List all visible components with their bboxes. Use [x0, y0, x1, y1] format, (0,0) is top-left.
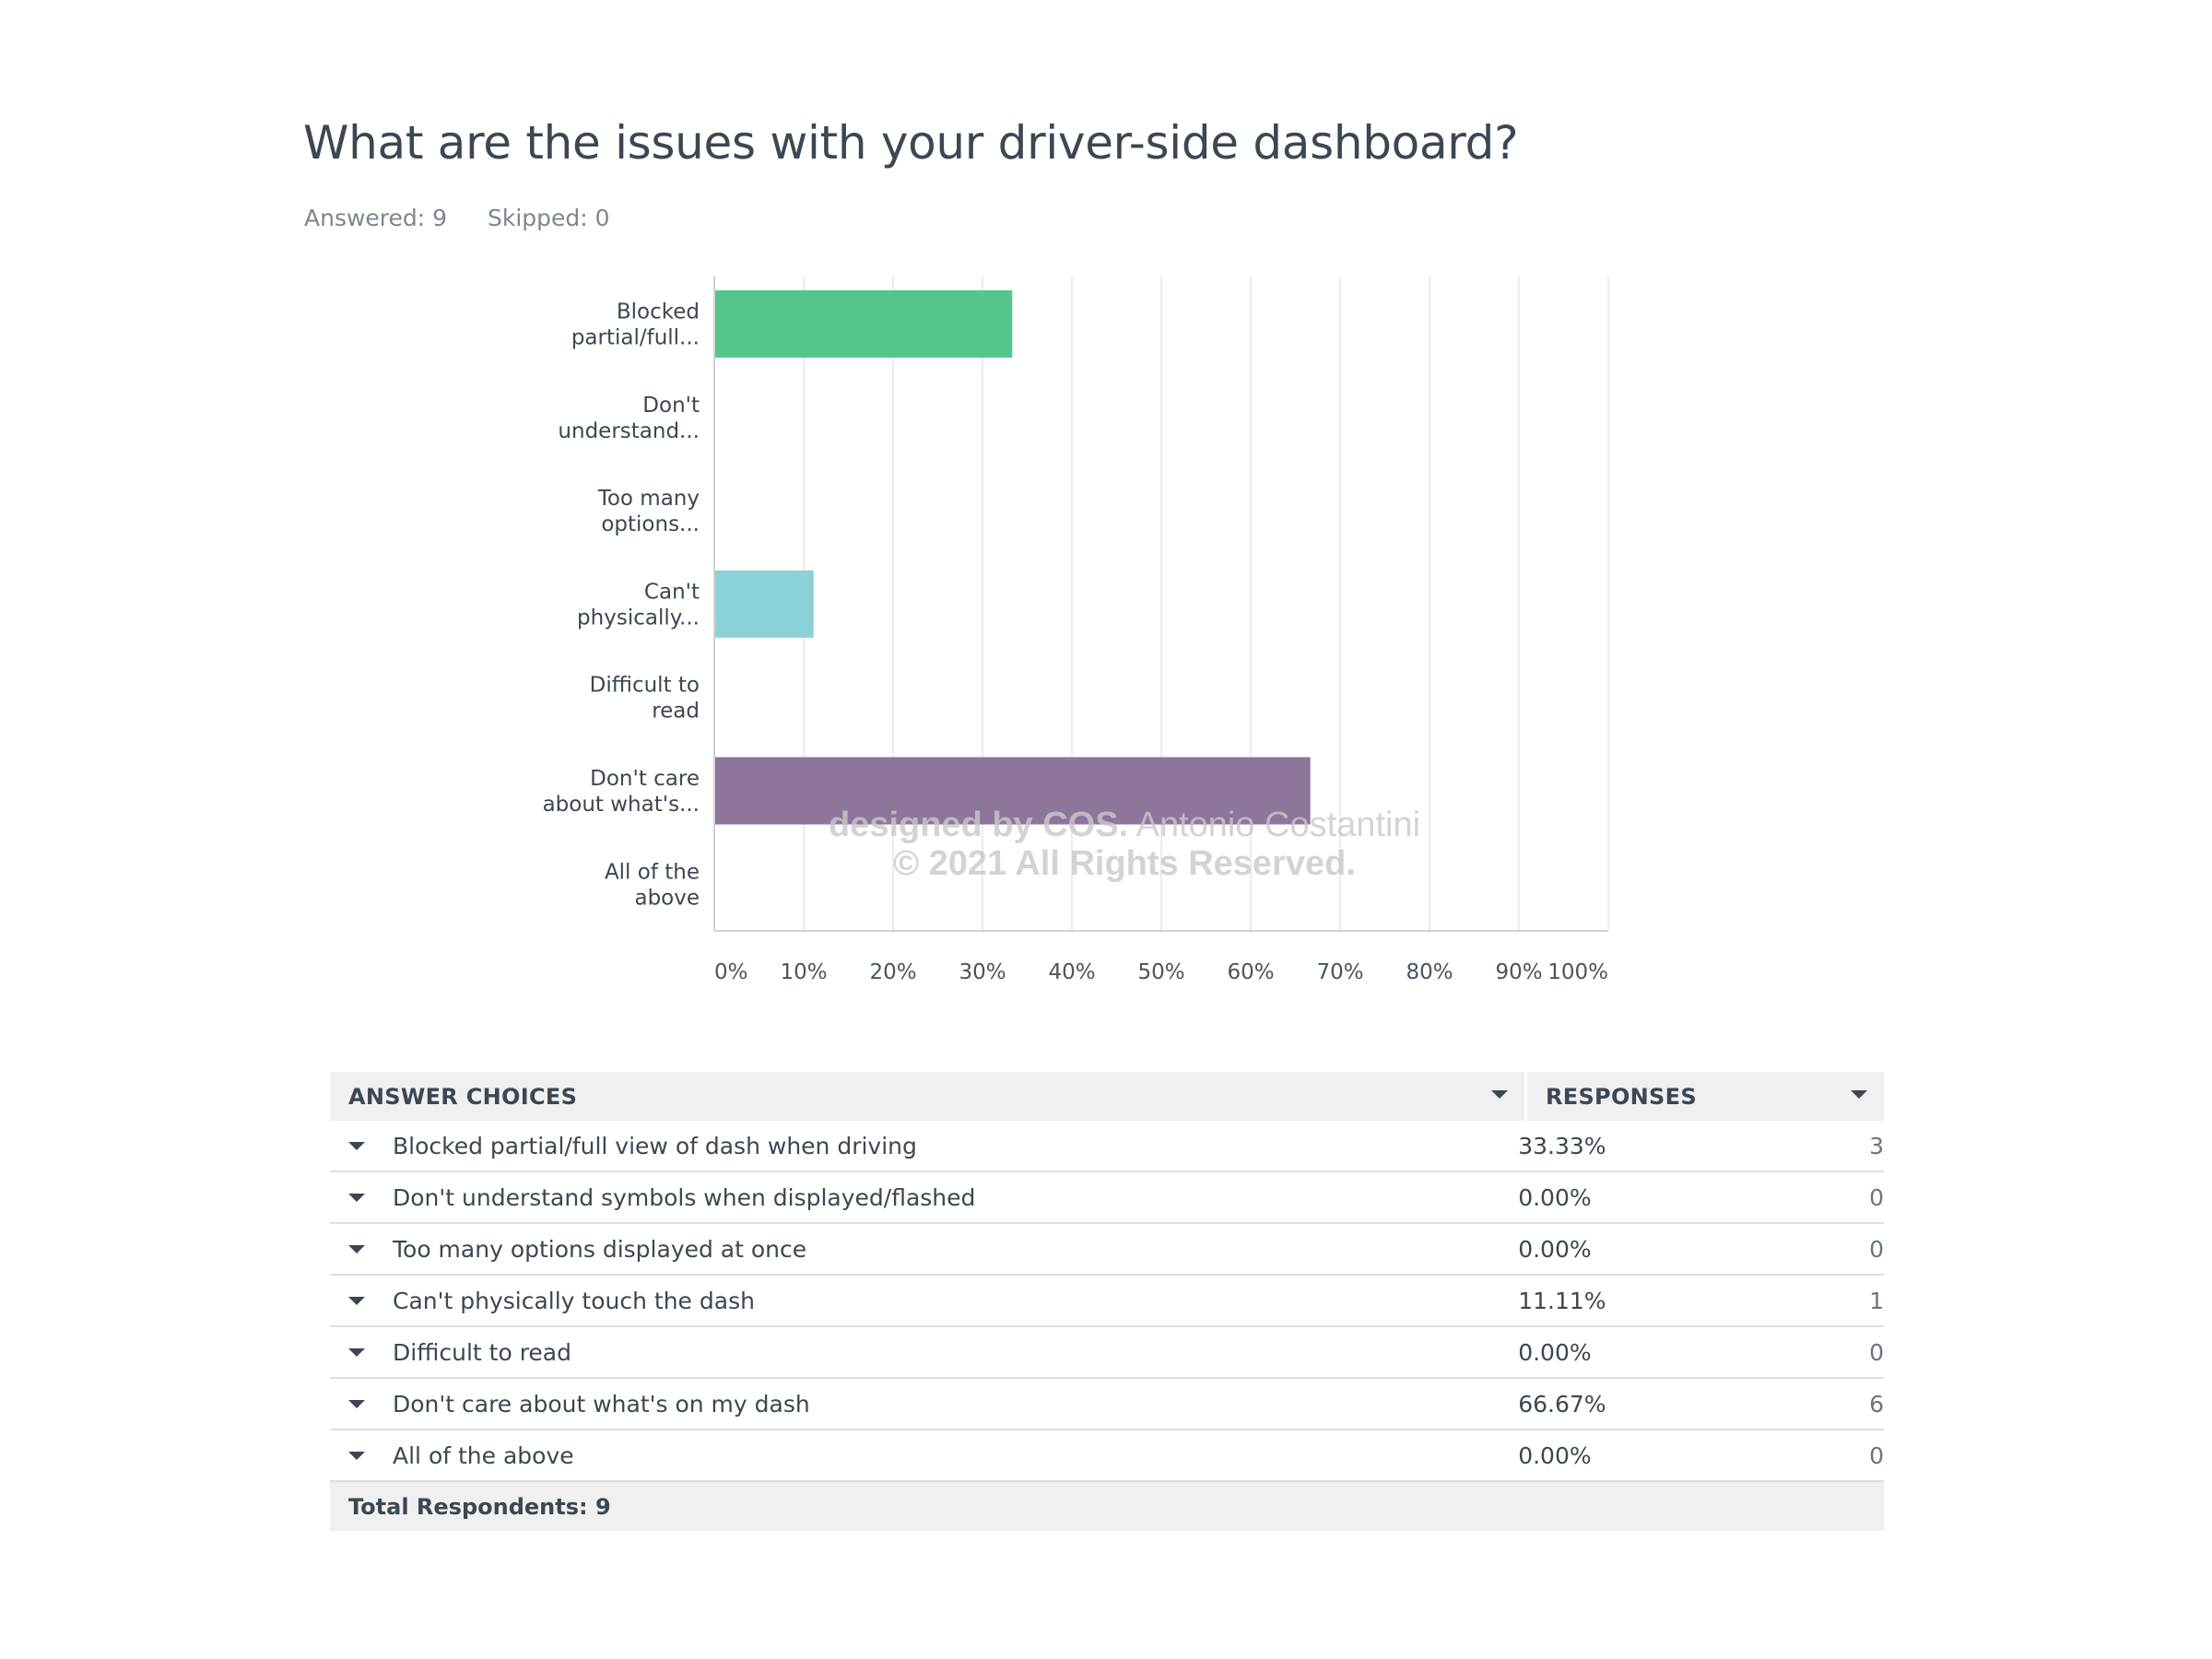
category-label: understand...: [558, 419, 700, 443]
watermark: designed by COS. Antonio Costantini© 202…: [829, 806, 1420, 883]
bar[interactable]: [715, 757, 1311, 825]
response-percent: 0.00%: [1518, 1441, 1592, 1469]
category-label: Don't: [642, 394, 700, 418]
answer-choice: Blocked partial/full view of dash when d…: [393, 1132, 917, 1159]
table-row[interactable]: Too many options displayed at once 0.00% 0: [330, 1224, 1884, 1276]
category-label: about what's...: [543, 793, 700, 817]
x-tick-label: 70%: [1316, 960, 1363, 984]
answer-choices-header-label: ANSWER CHOICES: [348, 1083, 578, 1110]
response-count: 0: [1869, 1338, 1884, 1366]
responses-header[interactable]: RESPONSES: [1527, 1072, 1884, 1121]
x-tick-label: 20%: [869, 960, 916, 984]
answered-count: Answered: 9: [304, 205, 448, 231]
response-count: 3: [1869, 1132, 1884, 1159]
answer-choice: Don't understand symbols when displayed/…: [393, 1183, 976, 1211]
response-count: 6: [1869, 1390, 1884, 1418]
total-respondents: Total Respondents: 9: [330, 1482, 1884, 1531]
watermark-line-2: © 2021 All Rights Reserved.: [893, 844, 1356, 883]
response-count: 1: [1869, 1287, 1884, 1314]
category-label: options...: [601, 512, 700, 536]
x-tick-label: 10%: [780, 960, 827, 984]
expand-caret-icon[interactable]: [348, 1296, 365, 1305]
table-row[interactable]: Difficult to read 0.00% 0: [330, 1327, 1884, 1379]
category-label: Don't care: [590, 767, 700, 791]
x-tick-label: 30%: [959, 960, 1006, 984]
response-stats: Answered: 9 Skipped: 0: [304, 205, 643, 231]
sort-caret-icon[interactable]: [1491, 1090, 1508, 1099]
table-body: Blocked partial/full view of dash when d…: [330, 1121, 1884, 1482]
response-percent: 11.11%: [1518, 1287, 1606, 1314]
x-tick-label: 40%: [1048, 960, 1095, 984]
category-label: read: [652, 700, 700, 724]
chart-bars: [715, 290, 1311, 825]
watermark-line-1: designed by COS. Antonio Costantini: [829, 806, 1420, 844]
x-tick-label: 80%: [1406, 960, 1453, 984]
x-tick-label: 100%: [1547, 960, 1608, 984]
answer-choice: Too many options displayed at once: [393, 1235, 807, 1263]
response-percent: 33.33%: [1518, 1132, 1606, 1159]
expand-caret-icon[interactable]: [348, 1451, 365, 1460]
bar[interactable]: [715, 570, 814, 638]
answer-choice: All of the above: [393, 1441, 574, 1469]
category-label: Blocked: [617, 300, 700, 324]
table-row[interactable]: Don't care about what's on my dash 66.67%…: [330, 1379, 1884, 1430]
answer-table: ANSWER CHOICES RESPONSES Blocked partial…: [330, 1072, 1884, 1531]
category-label: Can't: [644, 580, 700, 604]
answer-choice: Can't physically touch the dash: [393, 1287, 755, 1314]
expand-caret-icon[interactable]: [348, 1244, 365, 1253]
expand-caret-icon[interactable]: [348, 1399, 365, 1408]
table-row[interactable]: All of the above 0.00% 0: [330, 1430, 1884, 1482]
category-label: Too many: [597, 487, 700, 511]
category-label: above: [634, 886, 700, 910]
skipped-count: Skipped: 0: [488, 205, 610, 231]
x-tick-label: 50%: [1137, 960, 1184, 984]
answer-choice: Don't care about what's on my dash: [393, 1390, 810, 1418]
chart-x-ticks: 0% 10% 20% 30% 40% 50% 60% 70% 80% 90% 100%: [714, 960, 1608, 984]
expand-caret-icon[interactable]: [348, 1193, 365, 1202]
response-percent: 0.00%: [1518, 1338, 1592, 1366]
sort-caret-icon[interactable]: [1851, 1090, 1867, 1099]
table-row[interactable]: Blocked partial/full view of dash when d…: [330, 1121, 1884, 1172]
x-tick-label: 60%: [1227, 960, 1274, 984]
response-percent: 66.67%: [1518, 1390, 1606, 1418]
response-count: 0: [1869, 1441, 1884, 1469]
expand-caret-icon[interactable]: [348, 1141, 365, 1150]
x-tick-label: 0%: [714, 960, 748, 984]
category-label: Difficult to: [590, 674, 700, 698]
table-row[interactable]: Don't understand symbols when displayed/…: [330, 1172, 1884, 1224]
response-count: 0: [1869, 1183, 1884, 1211]
question-title: What are the issues with your driver-sid…: [303, 116, 1519, 170]
category-label: partial/full...: [571, 326, 700, 350]
responses-header-label: RESPONSES: [1546, 1083, 1697, 1110]
answer-choice: Difficult to read: [393, 1338, 571, 1366]
answer-choices-header[interactable]: ANSWER CHOICES: [330, 1072, 1527, 1121]
category-label: All of the: [605, 860, 700, 884]
x-tick-label: 90%: [1495, 960, 1542, 984]
response-count: 0: [1869, 1235, 1884, 1263]
category-label: physically...: [577, 606, 700, 629]
bar[interactable]: [715, 290, 1013, 358]
response-percent: 0.00%: [1518, 1183, 1592, 1211]
response-percent: 0.00%: [1518, 1235, 1592, 1263]
table-header: ANSWER CHOICES RESPONSES: [330, 1072, 1884, 1121]
table-row[interactable]: Can't physically touch the dash 11.11% 1: [330, 1276, 1884, 1327]
expand-caret-icon[interactable]: [348, 1347, 365, 1357]
